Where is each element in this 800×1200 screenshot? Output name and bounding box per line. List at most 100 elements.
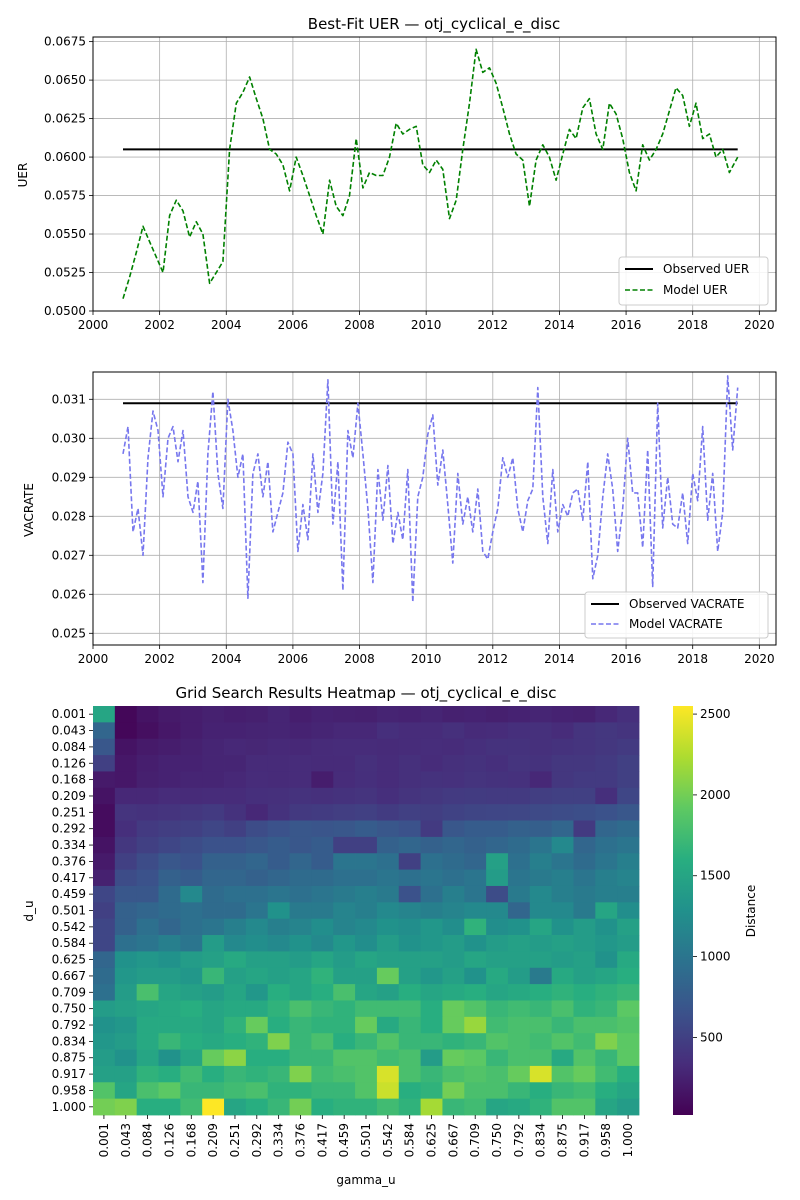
vacrate-x-tick-label: 2006 — [278, 652, 309, 666]
heatmap-cell — [93, 1033, 116, 1050]
heatmap-cell — [333, 853, 356, 870]
heatmap-cell — [507, 984, 531, 1001]
heatmap-cell — [529, 853, 553, 870]
heatmap-cell — [93, 804, 116, 821]
heatmap-cell — [224, 1016, 247, 1034]
vacrate-x-tick-label: 2004 — [211, 652, 242, 666]
heatmap-cell — [311, 722, 334, 740]
heatmap-cell — [136, 706, 159, 723]
heatmap-cell — [224, 918, 247, 936]
heatmap-x-tick-label: 0.001 — [97, 1123, 111, 1157]
heatmap-cell — [529, 869, 553, 887]
heatmap-cell — [136, 804, 159, 821]
heatmap-cell — [224, 706, 247, 723]
heatmap-cell — [376, 836, 400, 854]
heatmap-cell — [136, 1049, 159, 1067]
heatmap-cell — [180, 1049, 203, 1067]
heatmap-cell — [202, 738, 225, 756]
heatmap-cell — [464, 820, 487, 838]
heatmap-cell — [551, 918, 574, 936]
heatmap-cell — [93, 935, 116, 952]
heatmap-cell — [267, 935, 290, 952]
heatmap-cell — [464, 755, 487, 772]
heatmap-cell — [245, 951, 269, 969]
heatmap-cell — [420, 706, 443, 723]
heatmap-cell — [180, 836, 203, 854]
heatmap-cell — [93, 869, 116, 887]
heatmap-cell — [398, 1049, 421, 1067]
heatmap-cell — [245, 1098, 269, 1116]
heatmap-cell — [442, 706, 465, 723]
heatmap-cell — [420, 722, 443, 740]
heatmap-cell — [398, 885, 421, 903]
heatmap-cell — [267, 902, 290, 920]
heatmap-cell — [529, 722, 553, 740]
heatmap-cell — [376, 1098, 400, 1116]
heatmap-cell — [376, 1016, 400, 1034]
heatmap-cell — [114, 1065, 138, 1083]
heatmap-x-tick-label: 0.459 — [337, 1123, 351, 1157]
heatmap-cell — [180, 755, 203, 772]
heatmap-cell — [289, 1065, 312, 1083]
heatmap-cell — [551, 1033, 574, 1050]
heatmap-cell — [311, 984, 334, 1001]
uer-y-tick-label: 0.0650 — [44, 73, 86, 87]
heatmap-cell — [158, 1000, 181, 1018]
heatmap-cell — [267, 869, 290, 887]
vacrate-x-tick-label: 2016 — [611, 652, 642, 666]
heatmap-cell — [595, 902, 618, 920]
heatmap-cell — [355, 755, 378, 772]
heatmap-cell — [617, 918, 640, 936]
heatmap-cell — [180, 853, 203, 870]
vacrate-y-axis-label: VACRATE — [22, 483, 36, 537]
heatmap-cell — [158, 853, 181, 870]
heatmap-cell — [158, 738, 181, 756]
uer-y-axis-label: UER — [16, 163, 30, 188]
heatmap-cell — [180, 820, 203, 838]
heatmap-y-tick-label: 0.667 — [52, 969, 86, 983]
colorbar-tick-label: 2500 — [700, 707, 731, 721]
heatmap-cell — [551, 722, 574, 740]
heatmap-cell — [595, 1033, 618, 1050]
heatmap-cell — [202, 820, 225, 838]
heatmap-cell — [311, 1033, 334, 1050]
heatmap-cell — [245, 935, 269, 952]
heatmap-cell — [464, 951, 487, 969]
heatmap-cell — [442, 984, 465, 1001]
heatmap-cell — [595, 967, 618, 985]
heatmap-cell — [398, 1098, 421, 1116]
heatmap-cell — [311, 804, 334, 821]
heatmap-cell — [420, 1098, 443, 1116]
heatmap-cell — [595, 1016, 618, 1034]
heatmap-cell — [136, 902, 159, 920]
heatmap-cell — [420, 918, 443, 936]
heatmap-cell — [311, 951, 334, 969]
heatmap-cell — [507, 771, 531, 789]
heatmap-cell — [551, 853, 574, 870]
heatmap-cell — [245, 722, 269, 740]
heatmap-cell — [93, 1082, 116, 1100]
heatmap-cell — [376, 1065, 400, 1083]
heatmap-cell — [442, 1098, 465, 1116]
heatmap-cell — [420, 738, 443, 756]
heatmap-cell — [202, 722, 225, 740]
heatmap-y-tick-label: 0.709 — [52, 985, 86, 999]
heatmap-cell — [507, 1049, 531, 1067]
heatmap-cell — [486, 787, 509, 805]
heatmap-cell — [245, 1016, 269, 1034]
heatmap-cell — [551, 706, 574, 723]
heatmap-cell — [245, 918, 269, 936]
uer-series-model-line — [122, 48, 739, 299]
heatmap-cell — [464, 1033, 487, 1050]
heatmap-cell — [114, 1049, 138, 1067]
heatmap-cell — [355, 738, 378, 756]
heatmap-cell — [267, 836, 290, 854]
heatmap-cell — [158, 1082, 181, 1100]
heatmap-cell — [355, 1016, 378, 1034]
heatmap-cell — [333, 1016, 356, 1034]
heatmap-cell — [180, 771, 203, 789]
heatmap-cell — [420, 804, 443, 821]
heatmap-cell — [464, 869, 487, 887]
heatmap-cell — [573, 706, 596, 723]
vacrate-legend-model-label: Model VACRATE — [629, 617, 723, 631]
